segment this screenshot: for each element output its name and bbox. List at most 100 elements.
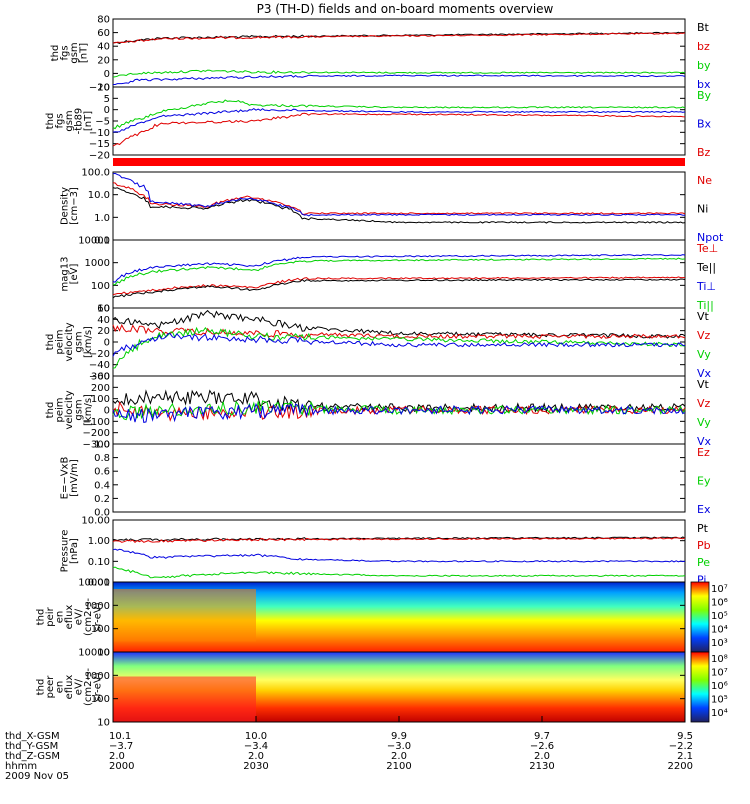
y-tick-label: −300 <box>83 440 110 451</box>
y-tick-label: 1000 <box>85 601 110 612</box>
panel-8: 10.00 1.00 0.10 0.01 Pressure[nPa] Pt Pb Pe Pi <box>59 516 710 589</box>
y-tick-label: −100 <box>83 417 110 428</box>
x-tick-label: 2.0 <box>391 751 407 762</box>
series-line-Te|| <box>112 278 686 299</box>
y-tick-label: 0 <box>104 105 110 116</box>
y-tick-label: −60 <box>89 372 110 383</box>
y-axis-label: peer <box>45 675 56 699</box>
series-line-By <box>112 99 686 130</box>
y-axis-label: [cm−3] <box>69 187 80 225</box>
colorbar-tick-label: 10⁴ <box>711 625 728 636</box>
y-tick-label: −20 <box>89 83 110 94</box>
colorbar-tick-label: 10⁶ <box>711 681 728 692</box>
y-axis-label: Density <box>59 187 70 225</box>
colorbar-tick-label: 10⁵ <box>711 695 728 706</box>
series-line-Pi <box>112 548 686 563</box>
colorbar-tick-label: 10⁵ <box>711 611 728 622</box>
colorbar-tick-label: 10⁴ <box>711 708 728 719</box>
series-line-Vz <box>112 323 686 340</box>
y-tick-label: 0 <box>104 338 110 349</box>
x-tick-label: 2000 <box>109 761 134 772</box>
y-tick-label: 10000 <box>78 648 110 659</box>
y-tick-label: 10 <box>97 304 110 315</box>
x-axis-row-label: thd_Y-GSM <box>5 741 58 752</box>
legend-entry: Te|| <box>696 261 716 274</box>
y-axis-label: thd <box>36 679 47 696</box>
y-tick-label: −15 <box>89 139 110 150</box>
y-tick-label: −200 <box>83 428 110 439</box>
y-tick-label: 10 <box>97 83 110 94</box>
series-line-Vz <box>112 401 686 422</box>
y-axis-label: [nT] <box>78 43 89 63</box>
y-tick-label: 10 <box>97 648 110 659</box>
series-line-Vy <box>112 326 686 369</box>
series-line-bz <box>112 32 686 44</box>
panel-9: 10⁷ 10⁶ 10⁵ 10⁴ 10³ 10000 1000 100 10 thdpeirenef… <box>36 578 728 659</box>
y-axis-label: fgs <box>55 113 66 128</box>
y-tick-label: 100 <box>91 624 110 635</box>
panels: 806040200−20thdfgsgsm[nT]Btbzbybx1050−5−… <box>36 15 728 729</box>
y-tick-label: 20 <box>97 55 110 66</box>
legend-entry: bx <box>697 78 711 91</box>
y-tick-label: −10 <box>89 128 110 139</box>
colorbar <box>690 651 710 723</box>
spectrogram-burst <box>113 676 256 722</box>
y-axis-label: peim <box>55 329 66 354</box>
y-axis-label: thd <box>45 113 56 130</box>
y-axis-label: -tb89 <box>74 108 85 135</box>
panel-3: 100.0 10.0 1.0 0.1 Density[cm−3] Ne Ni Npot <box>59 168 724 247</box>
y-axis-label: eV/ <box>74 608 85 625</box>
x-tick-label: −3.7 <box>109 741 133 752</box>
series-line-Vt <box>112 309 686 339</box>
y-axis-label: [km/s] <box>83 326 94 358</box>
panel-7: 1.0 0.8 0.6 0.4 0.2 0.0 E=−VxB[mV/m] Ez Ey Ex <box>59 440 711 519</box>
colorbar <box>690 581 710 653</box>
series-line-Vx <box>112 402 686 424</box>
y-tick-label: 0 <box>104 69 110 80</box>
y-tick-label: 10 <box>97 718 110 729</box>
x-tick-label: 9.5 <box>677 731 693 742</box>
x-tick-label: 10.0 <box>245 731 267 742</box>
legend-entry: Vz <box>697 329 711 342</box>
y-axis-label: [km/s] <box>83 394 94 426</box>
legend-entry: by <box>697 59 711 72</box>
series-line-by <box>112 69 686 78</box>
colorbar-tick-label: 10⁸ <box>711 654 728 665</box>
y-tick-label: 0.01 <box>88 578 110 589</box>
y-tick-label: 1.0 <box>94 440 110 451</box>
series-line-Bz <box>112 112 686 147</box>
y-tick-label: 5 <box>104 94 110 105</box>
legend-entry: Vx <box>697 367 712 380</box>
legend-entry: Npot <box>697 231 724 244</box>
legend-entry: Ez <box>697 446 710 459</box>
y-axis-label: E=−VxB <box>59 457 70 500</box>
y-tick-label: 40 <box>97 315 110 326</box>
y-tick-label: 100 <box>91 394 110 405</box>
x-tick-label: 9.9 <box>391 731 407 742</box>
y-axis-label: (cm2-s- <box>83 668 94 706</box>
legend-entry: Pt <box>697 522 709 535</box>
y-tick-label: −20 <box>89 151 110 162</box>
legend-entry: Ne <box>697 174 712 187</box>
x-tick-label: −2.2 <box>669 741 693 752</box>
y-axis-label: peir <box>45 606 56 626</box>
panel-frame <box>112 443 686 513</box>
y-tick-label: −20 <box>89 349 110 360</box>
series-line-Ti|| <box>113 257 686 286</box>
y-axis-label: gsm <box>64 110 75 131</box>
y-axis-label: thd <box>45 402 56 419</box>
y-axis-label: eflux <box>64 675 75 700</box>
y-tick-label: 100 <box>91 694 110 705</box>
x-axis-row-label: thd_X-GSM <box>5 731 60 742</box>
y-tick-label: 60 <box>97 28 110 39</box>
y-axis-label: gsm <box>74 399 85 420</box>
legend-entry: Pe <box>697 556 710 569</box>
y-axis-label: fgs <box>59 45 70 60</box>
y-tick-label: 10.0 <box>88 190 110 201</box>
y-axis-label: en <box>55 681 66 694</box>
y-tick-label: 1.0 <box>94 213 110 224</box>
y-tick-label: 1000 <box>85 258 110 269</box>
